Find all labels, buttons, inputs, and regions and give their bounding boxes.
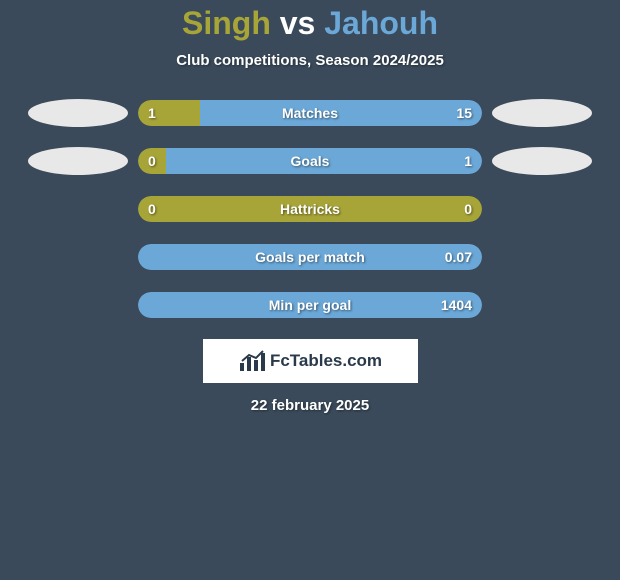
player1-avatar [28,99,128,127]
stat-row: Goals per match0.07 [0,243,620,271]
subtitle: Club competitions, Season 2024/2025 [0,52,620,69]
stat-label: Goals [138,148,482,174]
vs-text: vs [280,5,316,41]
avatar-spacer [28,195,128,223]
stat-value-right: 0.07 [445,244,472,270]
stat-row: 0Hattricks0 [0,195,620,223]
stat-bar: 0Goals1 [138,148,482,174]
player1-name: Singh [182,5,271,41]
stat-value-right: 1 [464,148,472,174]
stat-value-right: 1404 [441,292,472,318]
avatar-spacer [28,243,128,271]
stat-value-right: 0 [464,196,472,222]
stat-value-right: 15 [456,100,472,126]
avatar-spacer [492,243,592,271]
stat-bar: 0Hattricks0 [138,196,482,222]
player1-avatar [28,147,128,175]
stat-label: Hattricks [138,196,482,222]
stat-row: Min per goal1404 [0,291,620,319]
bar-chart-icon [238,349,266,373]
stat-row: 0Goals1 [0,147,620,175]
player2-name: Jahouh [324,5,438,41]
logo-text: FcTables.com [270,351,382,371]
avatar-spacer [492,195,592,223]
stat-label: Matches [138,100,482,126]
stat-bar: Goals per match0.07 [138,244,482,270]
comparison-title: Singh vs Jahouh [0,5,620,42]
stat-label: Goals per match [138,244,482,270]
date: 22 february 2025 [0,397,620,414]
stat-bar: Min per goal1404 [138,292,482,318]
stat-bar: 1Matches15 [138,100,482,126]
player2-avatar [492,147,592,175]
stat-label: Min per goal [138,292,482,318]
avatar-spacer [28,291,128,319]
stat-row: 1Matches15 [0,99,620,127]
avatar-spacer [492,291,592,319]
fctables-logo[interactable]: FcTables.com [203,339,418,383]
player2-avatar [492,99,592,127]
